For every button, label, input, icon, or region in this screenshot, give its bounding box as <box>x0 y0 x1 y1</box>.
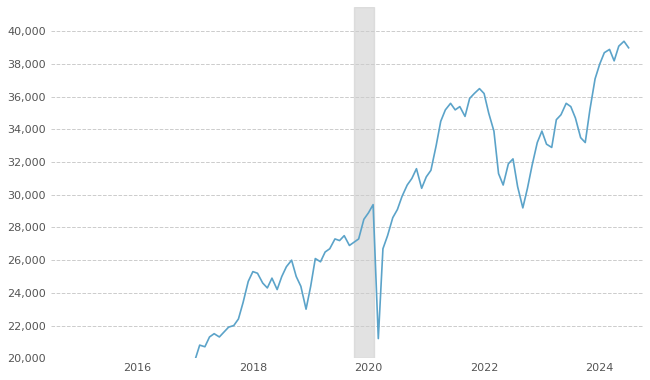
Bar <box>354 7 374 358</box>
